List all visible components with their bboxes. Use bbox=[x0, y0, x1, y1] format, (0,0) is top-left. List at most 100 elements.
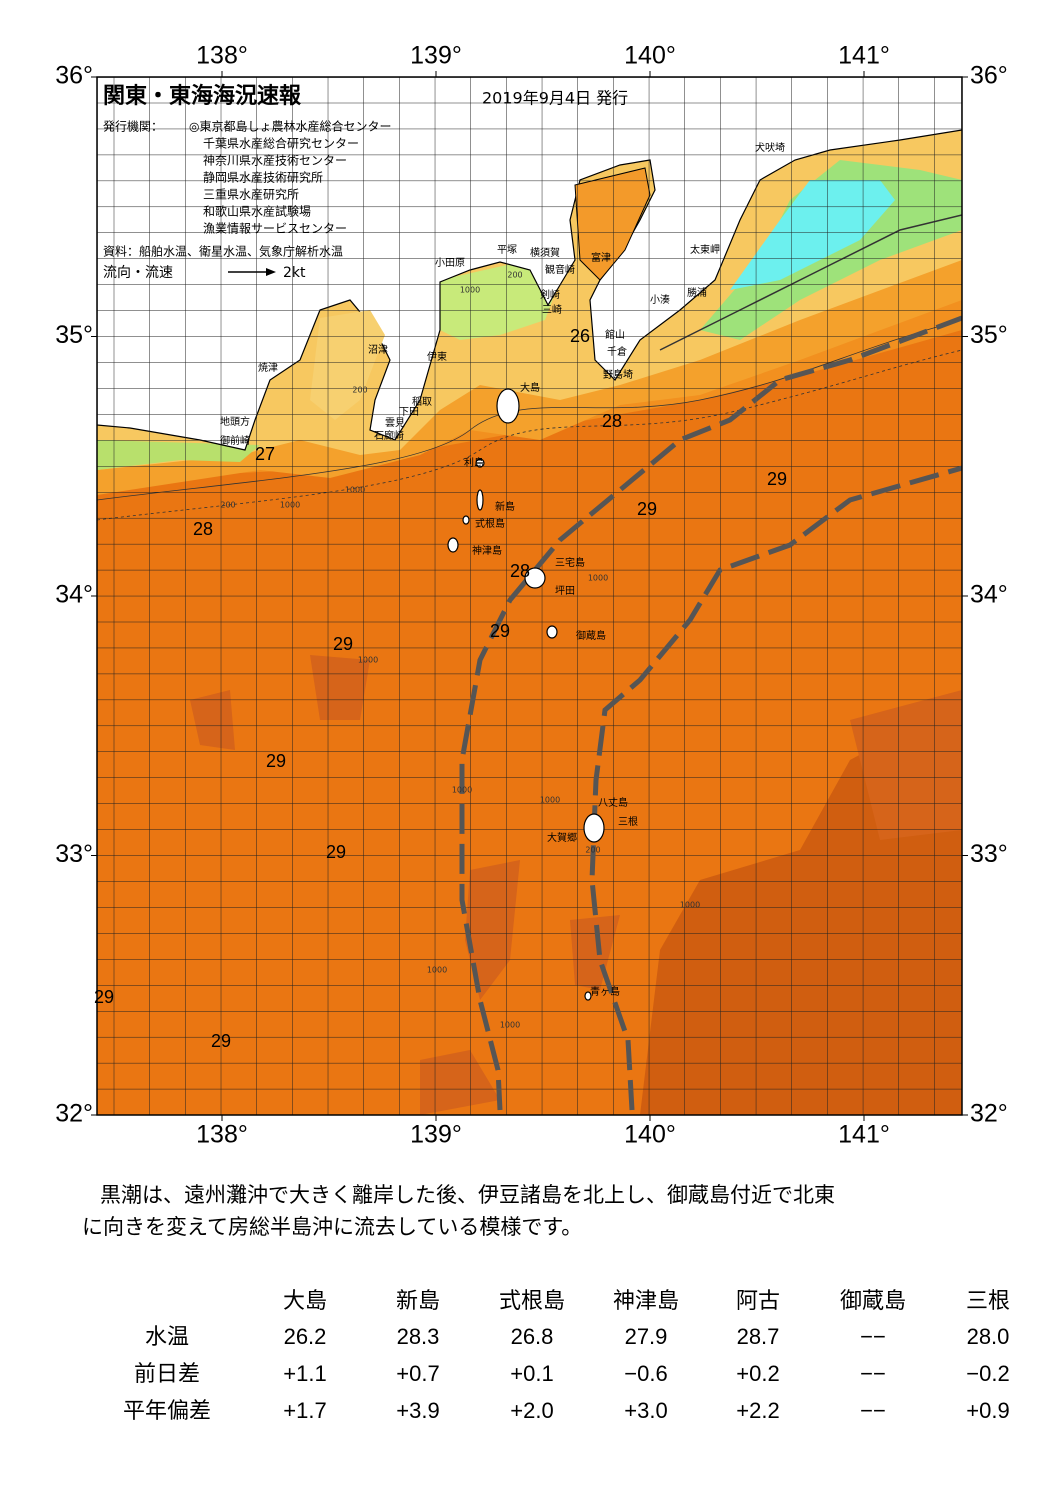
temperature-label: 29 bbox=[490, 621, 510, 641]
column-header: 式根島 bbox=[499, 1288, 565, 1313]
table-cell: 28.3 bbox=[397, 1324, 440, 1349]
place-name: 伊東 bbox=[427, 350, 447, 363]
lat-label: 35° bbox=[970, 321, 1008, 349]
temperature-label: 29 bbox=[333, 634, 353, 654]
issuer: 静岡県水産技術研究所 bbox=[203, 170, 323, 185]
table-cell: −− bbox=[860, 1361, 886, 1386]
grid bbox=[97, 77, 962, 1115]
depth-label: 1000 bbox=[427, 966, 447, 975]
table-cell: 28.7 bbox=[737, 1324, 780, 1349]
depth-label: 200 bbox=[585, 846, 600, 855]
flow-arrow-head bbox=[266, 268, 276, 276]
row-label: 水温 bbox=[145, 1324, 189, 1349]
flow-label: 流向・流速 bbox=[103, 265, 173, 281]
depth-label: 1000 bbox=[460, 286, 480, 295]
place-name: 石廊崎 bbox=[374, 429, 404, 442]
table-cell: +0.9 bbox=[966, 1398, 1009, 1423]
table-cell: 26.2 bbox=[284, 1324, 327, 1349]
temperature-label: 27 bbox=[255, 444, 275, 464]
lon-label: 141° bbox=[838, 42, 890, 70]
depth-label: 1000 bbox=[345, 486, 365, 495]
depth-label: 1000 bbox=[500, 1021, 520, 1030]
temperature-label: 29 bbox=[94, 987, 114, 1007]
place-name: 三宅島 bbox=[555, 556, 585, 569]
table-cell: 27.9 bbox=[625, 1324, 668, 1349]
isobaths bbox=[97, 214, 962, 521]
table-cell: +3.9 bbox=[396, 1398, 439, 1423]
place-name: 小湊 bbox=[650, 293, 670, 306]
place-name: 三崎 bbox=[542, 303, 562, 316]
column-header: 御蔵島 bbox=[840, 1288, 906, 1313]
lat-label: 32° bbox=[970, 1100, 1008, 1128]
place-name: 剣崎 bbox=[540, 288, 560, 301]
coastal-green bbox=[440, 262, 560, 340]
land bbox=[97, 77, 962, 451]
issuer: 和歌山県水産試験場 bbox=[203, 204, 311, 219]
place-name: 富津 bbox=[591, 251, 611, 264]
data-source: 資料：船舶水温、衛星水温、気象庁解析水温 bbox=[103, 244, 343, 259]
place-name: 平塚 bbox=[497, 244, 517, 256]
temperature-label: 28 bbox=[510, 561, 530, 581]
place-name: 下田 bbox=[399, 407, 419, 418]
table-cell: −− bbox=[860, 1324, 886, 1349]
place-name: 御前崎 bbox=[220, 434, 250, 447]
place-name: 八丈島 bbox=[598, 796, 628, 809]
place-name: 小田原 bbox=[435, 257, 465, 269]
flow-scale: 2kt bbox=[283, 265, 306, 281]
place-name: 太東岬 bbox=[690, 243, 720, 256]
place-name: 利島 bbox=[464, 456, 484, 469]
lon-label: 140° bbox=[624, 1121, 676, 1149]
column-header: 神津島 bbox=[613, 1288, 679, 1313]
issuer: 三重県水産研究所 bbox=[203, 187, 299, 202]
depth-label: 1000 bbox=[540, 796, 560, 805]
lat-label: 35° bbox=[55, 321, 93, 349]
issuer-label: 発行機関： bbox=[103, 119, 163, 134]
temperature-label: 29 bbox=[637, 499, 657, 519]
islands bbox=[447, 388, 605, 1001]
issue-date: 2019年9月4日 発行 bbox=[482, 89, 628, 108]
table-cell: 26.8 bbox=[511, 1324, 554, 1349]
place-name: 沼津 bbox=[368, 343, 388, 356]
temperature-label: 29 bbox=[211, 1031, 231, 1051]
issuer: 漁業情報サービスセンター bbox=[203, 222, 347, 236]
issuer: ◎東京都島しょ農林水産総合センター bbox=[189, 119, 391, 134]
summary-line: 黒潮は、遠州灘沖で大きく離岸した後、伊豆諸島を北上し、御蔵島付近で北東 bbox=[100, 1183, 835, 1207]
depth-label: 200 bbox=[352, 386, 367, 395]
temperature-label: 29 bbox=[326, 842, 346, 862]
lat-label: 36° bbox=[55, 62, 93, 90]
place-name: 式根島 bbox=[475, 517, 505, 530]
place-name: 坪田 bbox=[555, 584, 575, 597]
table-cell: +2.0 bbox=[510, 1398, 553, 1423]
place-name: 地頭方 bbox=[220, 415, 250, 428]
lat-label: 34° bbox=[55, 581, 93, 609]
lon-label: 140° bbox=[624, 42, 676, 70]
depth-label: 1000 bbox=[680, 901, 700, 910]
place-name: 大賀郷 bbox=[547, 831, 577, 844]
map-title: 関東・東海海況速報 bbox=[103, 83, 302, 109]
bay bbox=[574, 167, 651, 281]
depth-label: 200 bbox=[220, 501, 235, 510]
lon-label: 138° bbox=[196, 1121, 248, 1149]
temperature-label: 29 bbox=[266, 751, 286, 771]
table-cell: +0.7 bbox=[396, 1361, 439, 1386]
cold-water bbox=[730, 180, 895, 290]
table-cell: −0.6 bbox=[624, 1361, 667, 1386]
temperature-label: 29 bbox=[767, 469, 787, 489]
depth-label: 1000 bbox=[452, 786, 472, 795]
row-label: 前日差 bbox=[134, 1361, 200, 1386]
column-header: 阿古 bbox=[736, 1288, 780, 1313]
lat-label: 33° bbox=[55, 840, 93, 868]
issuer: 千葉県水産総合研究センター bbox=[203, 136, 359, 151]
place-name: 青ヶ島 bbox=[590, 985, 620, 998]
place-name: 野島埼 bbox=[603, 368, 633, 381]
map-area bbox=[97, 77, 962, 1115]
column-header: 新島 bbox=[396, 1288, 440, 1313]
place-name: 勝浦 bbox=[687, 286, 707, 299]
place-name: 新島 bbox=[495, 500, 515, 513]
place-name: 御蔵島 bbox=[576, 629, 606, 642]
lat-label: 33° bbox=[970, 840, 1008, 868]
lat-label: 34° bbox=[970, 581, 1008, 609]
table-cell: +1.7 bbox=[283, 1398, 326, 1423]
place-name: 神津島 bbox=[472, 544, 502, 557]
